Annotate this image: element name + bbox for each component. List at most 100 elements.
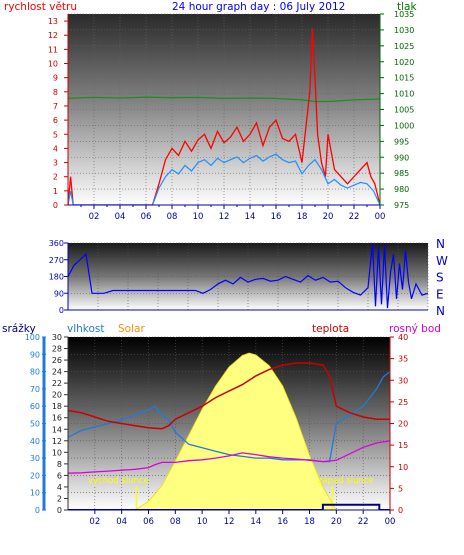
sunrise-annotation: východ slunce [88,476,149,486]
p3-temp-tick-label: 0 [398,506,403,515]
p3-solar-tick-label: 18 [52,402,62,411]
humidity-line [68,371,390,463]
p1-yl-tick-label: 13 [48,17,58,26]
p1-x-tick-label: 14 [245,212,256,222]
p1-yl-tick-label: 1 [53,187,58,196]
p3-temp-tick-label: 10 [398,463,408,472]
p3-solar-tick-label: 0 [57,506,62,515]
pressure-line [68,96,380,103]
p2-yl-tick-label: 180 [49,273,64,282]
p1-yl-tick-label: 2 [53,173,58,182]
p1-yr-tick-label: 1010 [394,90,414,99]
p1-yr-tick-label: 1000 [394,121,414,130]
p2-compass-label: S [436,271,444,285]
panel1-axes: 02 04 06 08 10 12 14 16 18 20 22 000123456789101112… [48,10,415,222]
p1-yl-tick-label: 5 [53,130,58,139]
p3-temp-tick-label: 30 [398,376,408,385]
p2-compass-label: E [436,287,444,301]
dew-point-line [68,440,390,474]
p3-rain-tick-label: 0 [35,506,40,515]
p2-yl-tick-label: 360 [49,239,64,248]
chart-title: 24 hour graph day : 06 July 2012 [172,1,345,13]
p1-x-tick-label: 02 [89,212,100,222]
p3-rain-tick-label: 90 [30,350,40,359]
p1-yr-tick-label: 990 [394,153,409,162]
p1-x-tick-label: 10 [193,212,204,222]
p3-solar-tick-label: 4 [57,483,62,492]
panel3-series [68,352,390,510]
p1-yl-tick-label: 9 [53,74,58,83]
p3-solar-tick-label: 24 [52,368,62,377]
p1-yr-tick-label: 1005 [394,106,414,115]
solar-label: Solar [118,323,145,335]
humidity-label: vlhkost [67,323,105,335]
p3-temp-tick-label: 15 [398,441,408,450]
p3-solar-tick-label: 16 [52,414,62,423]
p1-yl-tick-label: 7 [53,102,58,111]
temperature-line [68,362,390,430]
p3-solar-tick-label: 6 [57,471,62,480]
p1-x-tick-label: 00 [375,212,386,222]
p1-yr-tick-label: 1035 [394,10,414,19]
p1-x-tick-label: 20 [323,212,334,222]
p3-rain-tick-label: 20 [30,471,40,480]
wind-speed-label: rychlost větru [4,1,77,13]
p1-x-tick-label: 12 [219,212,230,222]
p3-solar-tick-label: 22 [52,379,62,388]
panel2-series [68,243,428,309]
p3-solar-tick-label: 28 [52,345,62,354]
p3-solar-tick-label: 30 [52,333,62,342]
p3-rain-tick-label: 80 [30,368,40,377]
p3-solar-tick-label: 26 [52,356,62,365]
temperature-label: teplota [312,323,349,335]
p3-x-tick-label: 16 [277,517,288,527]
p3-temp-tick-label: 5 [398,484,403,493]
rain-label: srážky [2,323,36,335]
p1-yr-tick-label: 1020 [394,58,414,67]
p1-yl-tick-label: 11 [48,45,58,54]
panel1-grid [68,13,381,206]
rain-line [68,503,390,510]
p3-rain-tick-label: 70 [30,385,40,394]
p3-temp-tick-label: 35 [398,355,408,364]
p3-x-tick-label: 18 [304,517,315,527]
p2-compass-label: N [436,304,445,318]
p3-temp-tick-label: 40 [398,333,408,342]
p1-yr-tick-label: 975 [394,201,409,210]
gust-line [68,153,380,205]
p1-yr-tick-label: 995 [394,137,409,146]
p1-x-tick-label: 08 [167,212,178,222]
p3-rain-tick-label: 100 [25,333,40,342]
wind-speed-line [68,28,380,205]
p3-solar-tick-label: 2 [57,494,62,503]
p2-compass-label: W [436,254,448,268]
p1-yr-tick-label: 1030 [394,26,414,35]
pressure-label: tlak [397,1,417,13]
p1-yl-tick-label: 10 [48,60,58,69]
p1-yr-tick-label: 980 [394,185,409,194]
p1-yl-tick-label: 12 [48,31,58,40]
p1-yr-tick-label: 1025 [394,42,414,51]
p3-x-tick-label: 06 [143,517,154,527]
p1-x-tick-label: 06 [141,212,152,222]
p3-x-tick-label: 10 [197,517,208,527]
p3-solar-tick-label: 10 [52,448,62,457]
wind-direction-line [68,243,428,309]
sunset-annotation: západ slunce [318,476,374,486]
p3-rain-tick-label: 40 [30,437,40,446]
p2-yl-tick-label: 90 [54,289,64,298]
p3-rain-tick-label: 10 [30,489,40,498]
p3-temp-tick-label: 25 [398,398,408,407]
p3-x-tick-label: 12 [224,517,235,527]
p3-x-tick-label: 22 [358,517,369,527]
p2-yl-tick-label: 270 [49,256,64,265]
p3-solar-tick-label: 20 [52,391,62,400]
p1-x-tick-label: 16 [271,212,282,222]
p1-x-tick-label: 18 [297,212,308,222]
p1-yr-tick-label: 1015 [394,74,414,83]
p1-yl-tick-label: 3 [53,159,58,168]
p3-solar-tick-label: 12 [52,437,62,446]
p1-yl-tick-label: 0 [53,201,58,210]
